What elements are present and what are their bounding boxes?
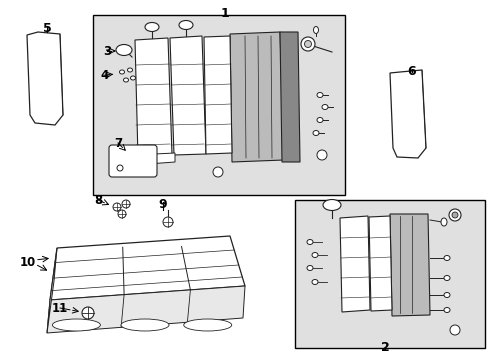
Ellipse shape: [306, 266, 312, 270]
Ellipse shape: [443, 307, 449, 312]
Polygon shape: [280, 32, 299, 162]
Circle shape: [122, 200, 130, 208]
Ellipse shape: [304, 40, 311, 48]
Ellipse shape: [316, 93, 323, 98]
Text: 9: 9: [159, 198, 167, 211]
Text: 7: 7: [114, 136, 122, 149]
Ellipse shape: [127, 68, 132, 72]
Polygon shape: [389, 214, 429, 316]
Text: 11: 11: [52, 302, 68, 315]
Text: 1: 1: [220, 7, 229, 20]
Ellipse shape: [443, 275, 449, 280]
Ellipse shape: [312, 131, 318, 135]
Circle shape: [449, 325, 459, 335]
Circle shape: [82, 307, 94, 319]
Ellipse shape: [130, 76, 135, 80]
Ellipse shape: [311, 279, 317, 284]
Polygon shape: [135, 38, 172, 158]
Ellipse shape: [440, 218, 446, 226]
Ellipse shape: [179, 21, 193, 30]
Polygon shape: [47, 286, 244, 333]
Circle shape: [451, 212, 457, 218]
Ellipse shape: [321, 104, 327, 109]
Bar: [93, 15, 345, 195]
Circle shape: [117, 165, 123, 171]
Polygon shape: [170, 36, 205, 155]
Text: 6: 6: [407, 65, 415, 78]
FancyBboxPatch shape: [109, 145, 157, 177]
Ellipse shape: [52, 319, 100, 331]
Bar: [294, 200, 484, 348]
Ellipse shape: [119, 70, 124, 74]
Polygon shape: [389, 70, 425, 158]
Text: 4: 4: [101, 68, 109, 81]
Ellipse shape: [121, 319, 169, 331]
Ellipse shape: [311, 252, 317, 257]
Polygon shape: [47, 248, 57, 333]
Ellipse shape: [183, 319, 231, 331]
Polygon shape: [134, 153, 175, 165]
Circle shape: [316, 150, 326, 160]
Polygon shape: [27, 32, 63, 125]
Ellipse shape: [323, 199, 340, 211]
Circle shape: [113, 203, 121, 211]
Ellipse shape: [116, 45, 132, 55]
Circle shape: [213, 167, 223, 177]
Ellipse shape: [306, 239, 312, 244]
Circle shape: [118, 210, 126, 218]
Polygon shape: [229, 32, 284, 162]
Polygon shape: [203, 36, 231, 154]
Text: 3: 3: [103, 45, 111, 58]
Ellipse shape: [145, 23, 159, 32]
Ellipse shape: [123, 78, 128, 82]
Polygon shape: [50, 236, 244, 300]
Ellipse shape: [301, 37, 314, 51]
Polygon shape: [339, 216, 369, 312]
Circle shape: [448, 209, 460, 221]
Ellipse shape: [443, 256, 449, 261]
Ellipse shape: [313, 27, 318, 33]
Circle shape: [163, 217, 173, 227]
Text: 2: 2: [380, 341, 388, 354]
Ellipse shape: [316, 117, 323, 122]
Text: 8: 8: [94, 194, 102, 207]
Text: 10: 10: [20, 256, 36, 269]
Text: 5: 5: [42, 22, 51, 35]
Polygon shape: [368, 216, 391, 311]
Ellipse shape: [443, 292, 449, 297]
